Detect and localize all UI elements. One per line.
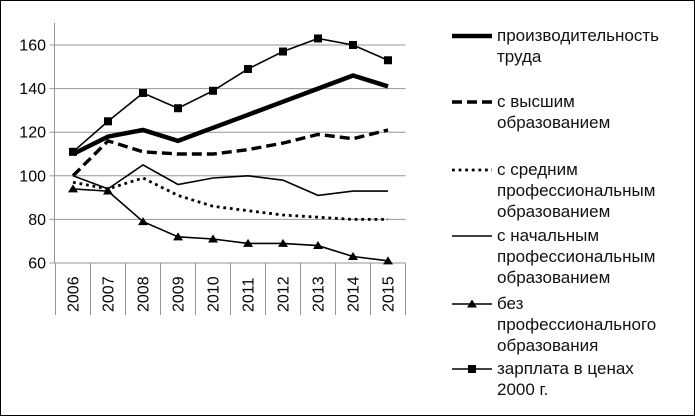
legend-label: без профессионального образования — [497, 294, 657, 355]
svg-text:2008: 2008 — [136, 276, 153, 312]
legend-item-higher-education: с высшим образованием — [451, 91, 669, 133]
chart-legend: производительность труда с высшим образо… — [451, 1, 681, 415]
thin-solid-line-icon — [451, 225, 497, 250]
svg-text:2007: 2007 — [101, 276, 118, 312]
legend-label: с средним профессиональным образованием — [497, 160, 656, 221]
svg-text:2013: 2013 — [311, 276, 328, 312]
svg-text:2011: 2011 — [241, 277, 258, 312]
legend-label: производительность труда — [497, 26, 659, 66]
square-marker-line-icon — [451, 358, 497, 383]
svg-text:60: 60 — [28, 256, 46, 273]
svg-text:100: 100 — [19, 168, 46, 185]
legend-item-productivity: производительность труда — [451, 25, 669, 67]
svg-text:2015: 2015 — [381, 276, 398, 312]
svg-text:2010: 2010 — [206, 276, 223, 312]
svg-text:140: 140 — [19, 81, 46, 98]
triangle-marker-line-icon — [451, 293, 497, 318]
legend-label: с высшим образованием — [497, 92, 611, 132]
svg-text:160: 160 — [19, 38, 46, 55]
legend-item-no-vocational: без профессионального образования — [451, 293, 669, 356]
thick-solid-line-icon — [451, 25, 497, 50]
dashed-line-icon — [451, 91, 497, 116]
legend-item-initial-vocational: с начальным профессиональным образование… — [451, 225, 669, 288]
svg-text:2009: 2009 — [171, 276, 188, 312]
svg-text:120: 120 — [19, 125, 46, 142]
legend-label: с начальным профессиональным образование… — [497, 226, 656, 287]
legend-item-salary-2000-prices: зарплата в ценах 2000 г. — [451, 358, 669, 400]
svg-text:80: 80 — [28, 212, 46, 229]
legend-label: зарплата в ценах 2000 г. — [497, 359, 634, 399]
svg-text:2012: 2012 — [276, 276, 293, 312]
legend-item-secondary-vocational: с средним профессиональным образованием — [451, 159, 669, 222]
svg-text:2014: 2014 — [346, 276, 363, 312]
svg-text:2006: 2006 — [66, 276, 83, 312]
dotted-line-icon — [451, 159, 497, 184]
line-chart-plot: 60 80 100 120 140 160 2006 2007 2008 2009 2010 2011… — [19, 23, 406, 315]
